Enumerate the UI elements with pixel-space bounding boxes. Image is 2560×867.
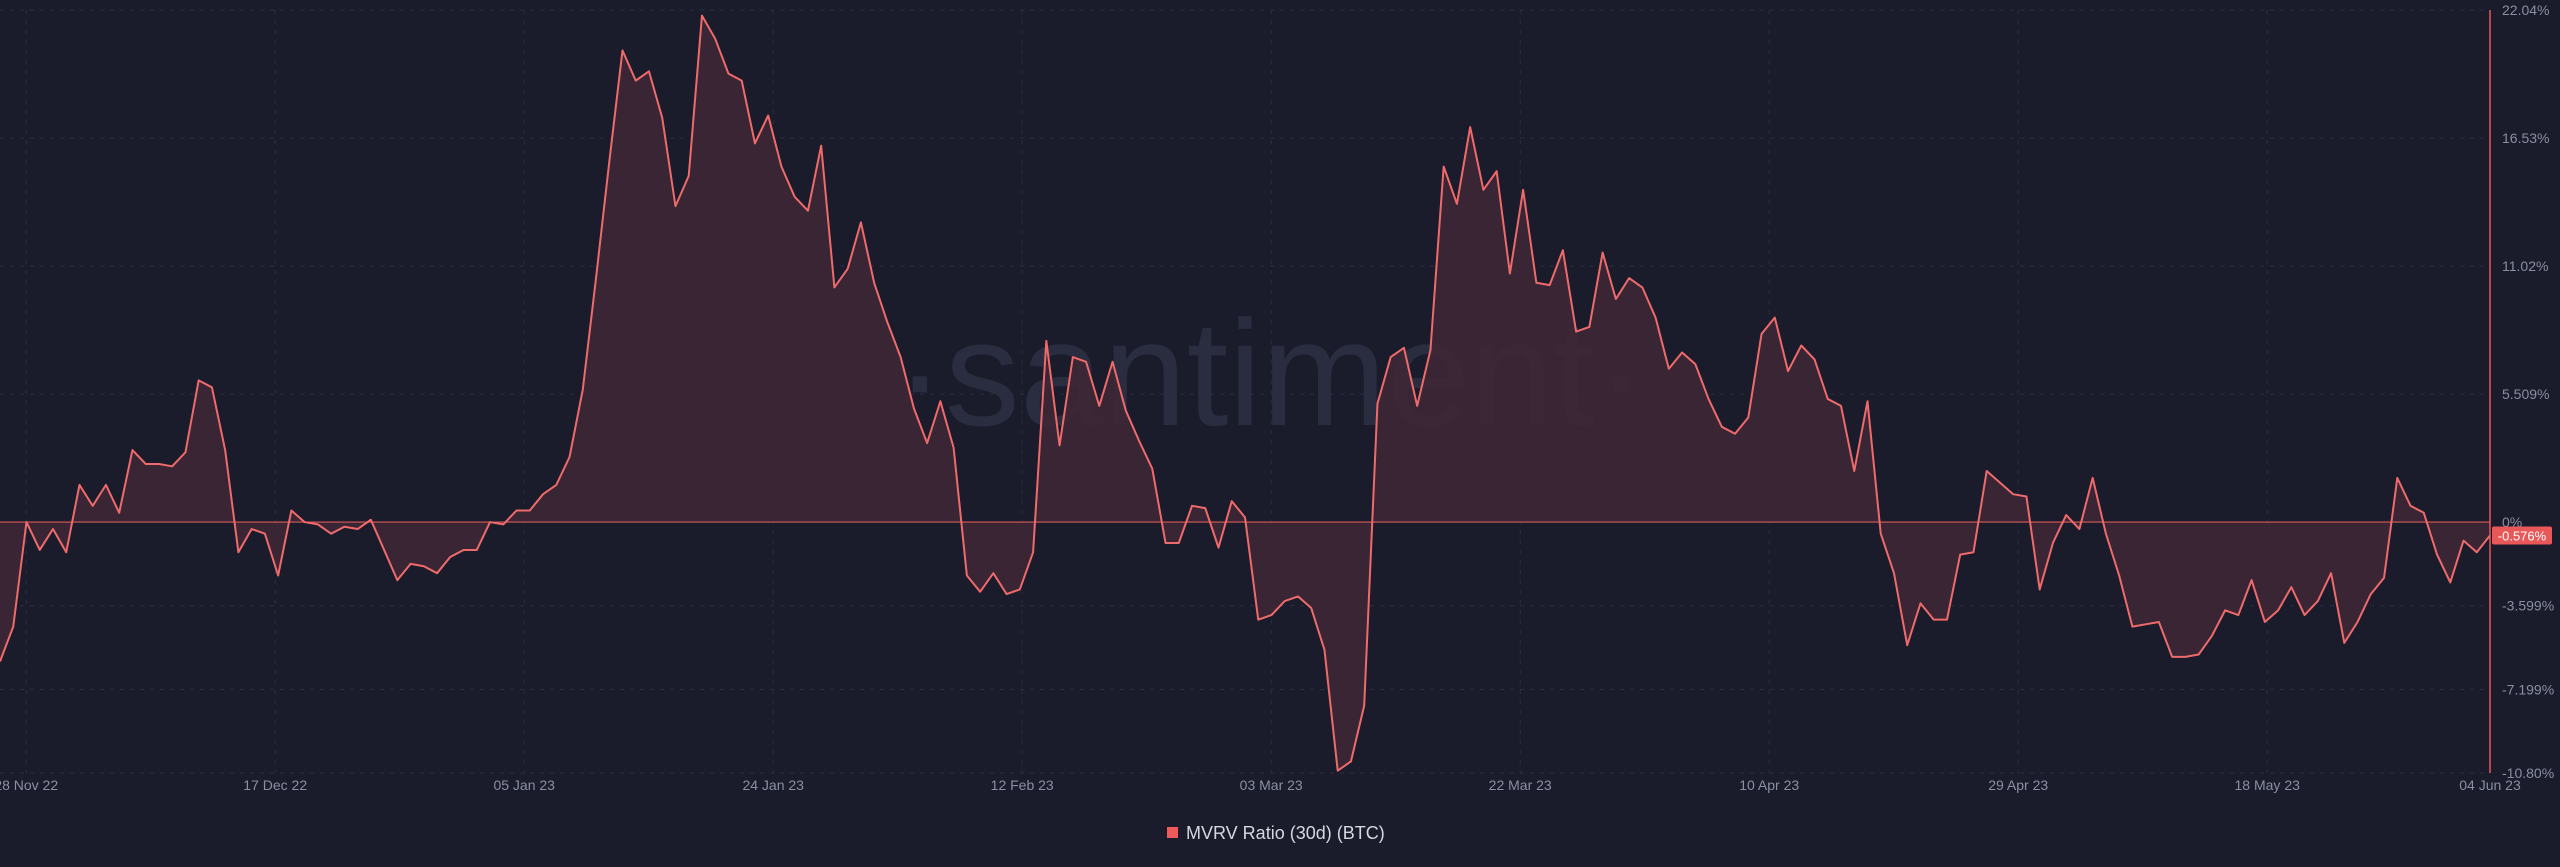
y-tick-label-5: -3.599%: [2502, 598, 2554, 614]
x-tick-label-10: 04 Jun 23: [2459, 777, 2521, 793]
y-tick-label-4: 0%: [2502, 514, 2522, 530]
x-tick-label-4: 12 Feb 23: [991, 777, 1054, 793]
y-tick-label-7: -10.80%: [2502, 765, 2554, 781]
series-line[interactable]: [0, 14, 2491, 772]
current-value-badge: -0.576%: [2492, 526, 2552, 545]
x-tick-label-9: 18 May 23: [2235, 777, 2301, 793]
legend[interactable]: MVRV Ratio (30d) (BTC): [1167, 823, 1385, 843]
y-axis-ticks: 22.04% 16.53% 11.02% 5.509% 0% -3.599% -7.199%…: [2502, 2, 2554, 781]
x-tick-label-6: 22 Mar 23: [1489, 777, 1552, 793]
x-tick-label-0: 28 Nov 22: [0, 777, 58, 793]
series-line-layer: [0, 14, 2491, 772]
current-value-badge-text: -0.576%: [2498, 528, 2547, 543]
legend-label: MVRV Ratio (30d) (BTC): [1186, 823, 1385, 843]
y-tick-label-2: 11.02%: [2502, 258, 2548, 274]
area-fill: [0, 15, 2490, 771]
y-tick-label-3: 5.509%: [2502, 386, 2549, 402]
y-tick-label-6: -7.199%: [2502, 681, 2554, 697]
x-tick-label-7: 10 Apr 23: [1739, 777, 1799, 793]
x-tick-label-8: 29 Apr 23: [1988, 777, 2048, 793]
current-value-badge-bg: [2492, 526, 2552, 545]
x-tick-label-5: 03 Mar 23: [1240, 777, 1303, 793]
legend-swatch: [1167, 827, 1178, 838]
y-tick-label-0: 22.04%: [2502, 2, 2549, 18]
x-tick-label-2: 05 Jan 23: [493, 777, 555, 793]
x-tick-label-3: 24 Jan 23: [742, 777, 804, 793]
x-tick-label-1: 17 Dec 22: [243, 777, 307, 793]
y-tick-label-1: 16.53%: [2502, 130, 2549, 146]
series-area: [0, 15, 2490, 771]
x-axis-ticks: 28 Nov 22 17 Dec 22 05 Jan 23 24 Jan 23 12 F…: [0, 777, 2521, 793]
